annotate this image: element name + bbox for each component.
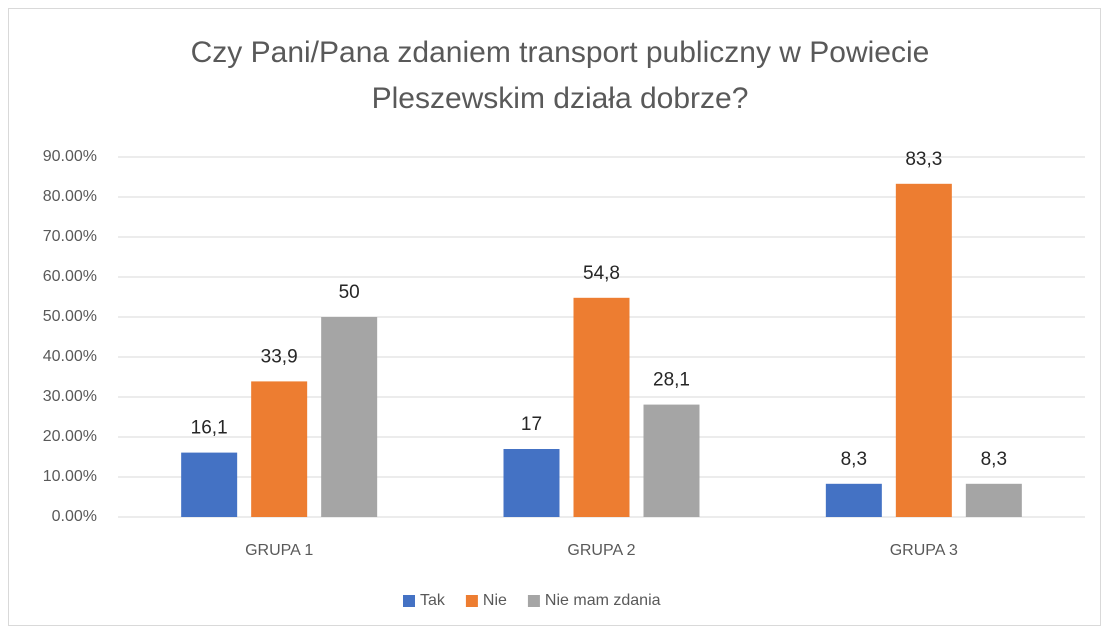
- legend-label: Nie: [483, 592, 507, 609]
- value-label: 17: [521, 414, 542, 435]
- bar: [251, 381, 308, 517]
- y-tick-label: 20.00%: [43, 428, 97, 445]
- value-label: 16,1: [191, 418, 228, 439]
- value-label: 54,8: [583, 263, 620, 284]
- bar: [573, 297, 630, 517]
- y-tick-label: 70.00%: [43, 228, 97, 245]
- y-tick-label: 30.00%: [43, 388, 97, 405]
- x-tick-label: GRUPA 2: [567, 542, 635, 559]
- legend-label: Tak: [420, 592, 446, 609]
- value-label: 83,3: [905, 149, 942, 170]
- y-tick-label: 90.00%: [43, 148, 97, 165]
- value-label: 28,1: [653, 370, 690, 391]
- value-label: 8,3: [841, 449, 867, 470]
- legend-label: Nie mam zdania: [545, 592, 661, 609]
- y-tick-label: 0.00%: [52, 508, 97, 525]
- legend-swatch: [527, 595, 540, 607]
- legend-swatch: [403, 595, 415, 607]
- legend-swatch: [465, 595, 478, 607]
- value-label: 33,9: [261, 346, 298, 367]
- y-tick-label: 10.00%: [43, 468, 97, 485]
- y-tick-label: 80.00%: [43, 188, 97, 205]
- chart-title: Czy Pani/Pana zdaniem transport publiczn…: [190, 36, 930, 115]
- bar: [181, 452, 238, 517]
- y-tick-label: 50.00%: [43, 308, 97, 325]
- bar: [895, 183, 952, 518]
- y-tick-label: 60.00%: [43, 268, 97, 285]
- bar: [643, 404, 700, 517]
- x-tick-label: GRUPA 1: [245, 542, 313, 559]
- value-label: 8,3: [981, 449, 1007, 470]
- bar: [503, 449, 560, 517]
- x-tick-label: GRUPA 3: [890, 542, 958, 559]
- bar: [965, 483, 1022, 517]
- bar: [825, 483, 882, 517]
- bar: [321, 317, 378, 517]
- value-label: 50: [339, 282, 360, 303]
- y-tick-label: 40.00%: [43, 348, 97, 365]
